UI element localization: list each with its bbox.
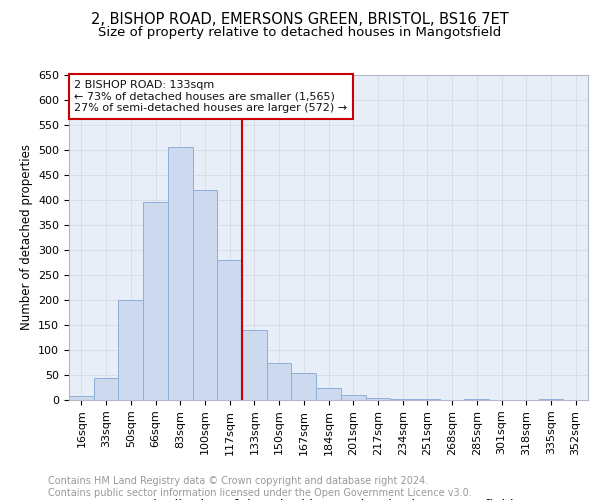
Text: 2, BISHOP ROAD, EMERSONS GREEN, BRISTOL, BS16 7ET: 2, BISHOP ROAD, EMERSONS GREEN, BRISTOL,… <box>91 12 509 28</box>
Bar <box>539 398 563 400</box>
Bar <box>415 398 440 400</box>
Y-axis label: Number of detached properties: Number of detached properties <box>20 144 32 330</box>
Bar <box>242 330 267 400</box>
Bar <box>143 202 168 400</box>
Bar <box>94 378 118 400</box>
Bar <box>118 300 143 400</box>
X-axis label: Distribution of detached houses by size in Mangotsfield: Distribution of detached houses by size … <box>143 499 514 500</box>
Bar <box>193 190 217 400</box>
Text: Size of property relative to detached houses in Mangotsfield: Size of property relative to detached ho… <box>98 26 502 39</box>
Bar <box>341 395 365 400</box>
Text: 2 BISHOP ROAD: 133sqm
← 73% of detached houses are smaller (1,565)
27% of semi-d: 2 BISHOP ROAD: 133sqm ← 73% of detached … <box>74 80 347 113</box>
Bar <box>316 388 341 400</box>
Text: Contains HM Land Registry data © Crown copyright and database right 2024.
Contai: Contains HM Land Registry data © Crown c… <box>48 476 472 498</box>
Bar <box>267 362 292 400</box>
Bar <box>464 398 489 400</box>
Bar <box>69 396 94 400</box>
Bar <box>292 372 316 400</box>
Bar <box>217 260 242 400</box>
Bar <box>390 398 415 400</box>
Bar <box>365 398 390 400</box>
Bar <box>168 148 193 400</box>
